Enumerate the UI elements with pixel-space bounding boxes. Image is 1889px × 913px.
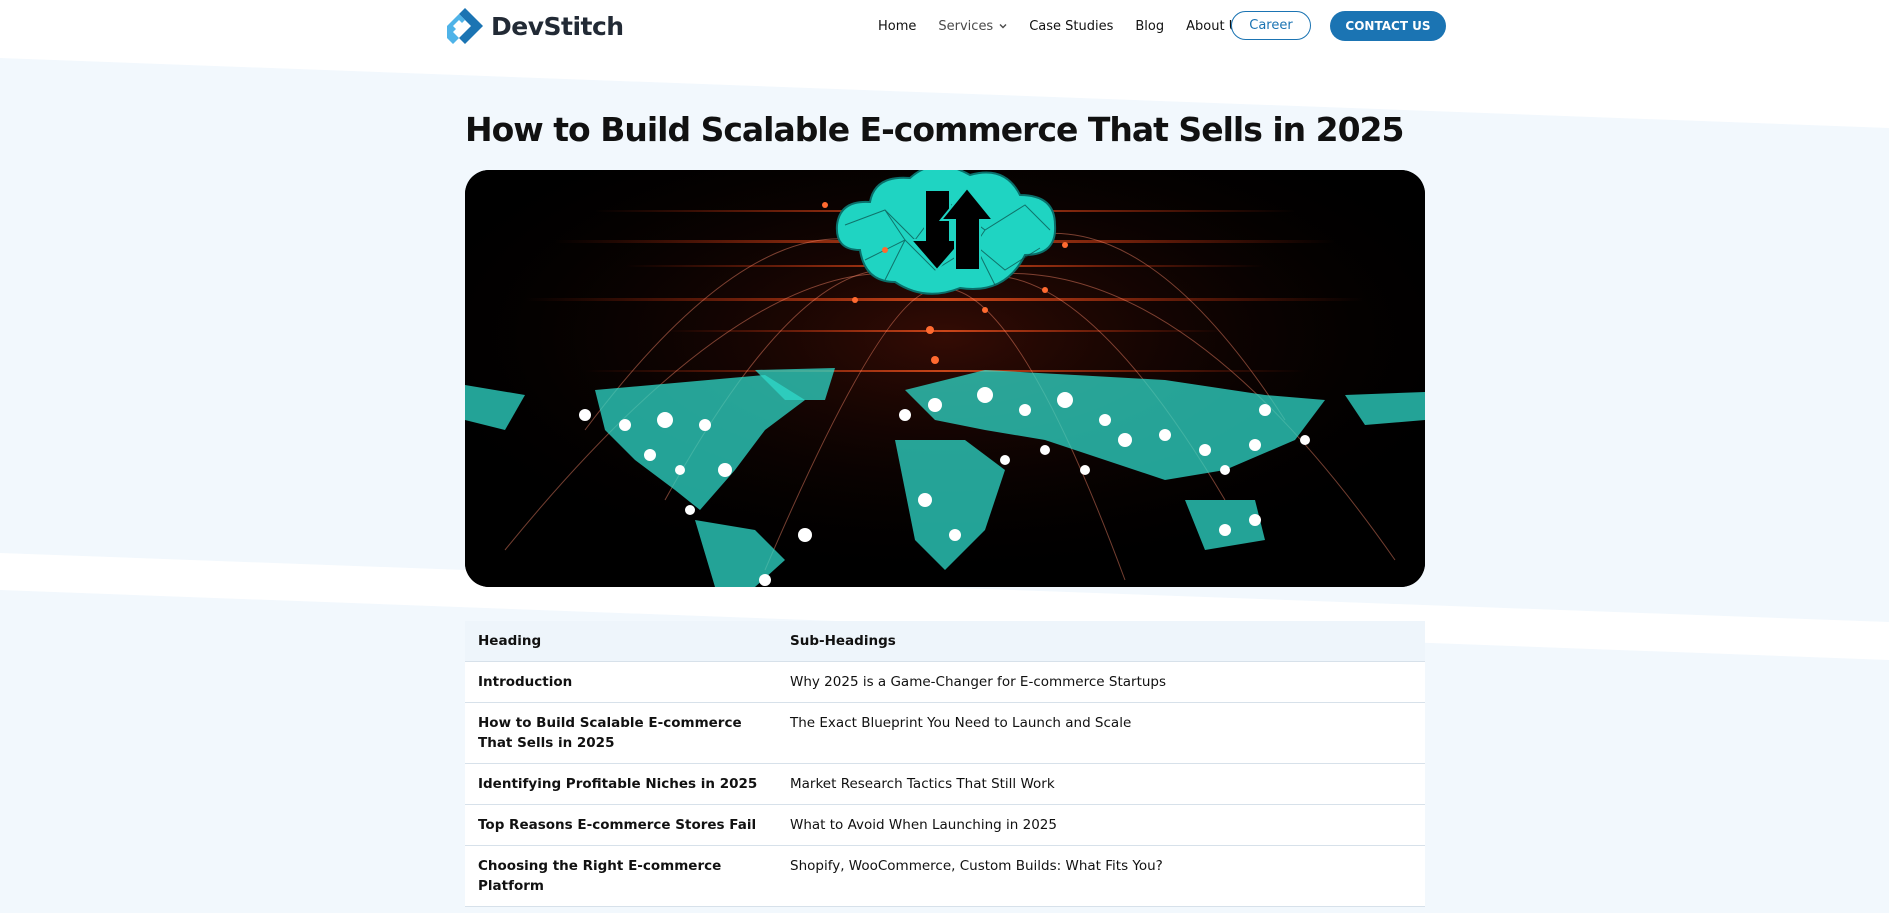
- row-subheading: The Exact Blueprint You Need to Launch a…: [777, 702, 1425, 764]
- row-heading: Choosing the Right E-commerce Platform: [465, 845, 777, 907]
- hero-image: [465, 170, 1425, 587]
- main-nav: Home Services Case Studies Blog About Us: [878, 10, 1267, 42]
- row-heading: Top Reasons E-commerce Stores Fail: [465, 804, 777, 846]
- row-subheading: Why 2025 is a Game-Changer for E-commerc…: [777, 661, 1425, 703]
- table-row: Choosing the Right E-commerce Platform S…: [465, 845, 1425, 907]
- chevron-down-icon: [999, 24, 1007, 29]
- nav-case-studies[interactable]: Case Studies: [1029, 18, 1114, 34]
- site-header: DevStitch Home Services Case Studies Blo…: [0, 0, 1889, 56]
- column-header-heading: Heading: [465, 621, 777, 662]
- table-row: How to Build Scalable E-commerce That Se…: [465, 702, 1425, 764]
- table-row: Introduction Why 2025 is a Game-Changer …: [465, 661, 1425, 703]
- contact-us-button[interactable]: CONTACT US: [1330, 11, 1446, 41]
- row-heading: Identifying Profitable Niches in 2025: [465, 763, 777, 805]
- brand-name: DevStitch: [491, 11, 624, 41]
- row-subheading: Market Research Tactics That Still Work: [777, 763, 1425, 805]
- row-heading: How to Build Scalable E-commerce That Se…: [465, 702, 777, 764]
- table-row: Identifying Profitable Niches in 2025 Ma…: [465, 763, 1425, 805]
- devstitch-logo-icon: [447, 8, 483, 44]
- nav-services-label: Services: [938, 18, 994, 34]
- column-header-subheadings: Sub-Headings: [777, 621, 1425, 662]
- brand-logo[interactable]: DevStitch: [445, 6, 624, 46]
- career-button[interactable]: Career: [1231, 11, 1311, 40]
- table-header-row: Heading Sub-Headings: [465, 621, 1425, 662]
- world-map-cloud-network-icon: [465, 170, 1425, 587]
- nav-home[interactable]: Home: [878, 18, 917, 34]
- table-row: Top Reasons E-commerce Stores Fail What …: [465, 804, 1425, 846]
- page-title: How to Build Scalable E-commerce That Se…: [465, 110, 1404, 149]
- row-subheading: Shopify, WooCommerce, Custom Builds: Wha…: [777, 845, 1425, 907]
- nav-services[interactable]: Services: [938, 19, 1007, 34]
- nav-blog[interactable]: Blog: [1135, 18, 1165, 34]
- nav-about-us[interactable]: About Us: [1186, 18, 1245, 34]
- row-subheading: What to Avoid When Launching in 2025: [777, 804, 1425, 846]
- row-heading: Introduction: [465, 661, 777, 703]
- toc-table: Heading Sub-Headings Introduction Why 20…: [465, 621, 1425, 907]
